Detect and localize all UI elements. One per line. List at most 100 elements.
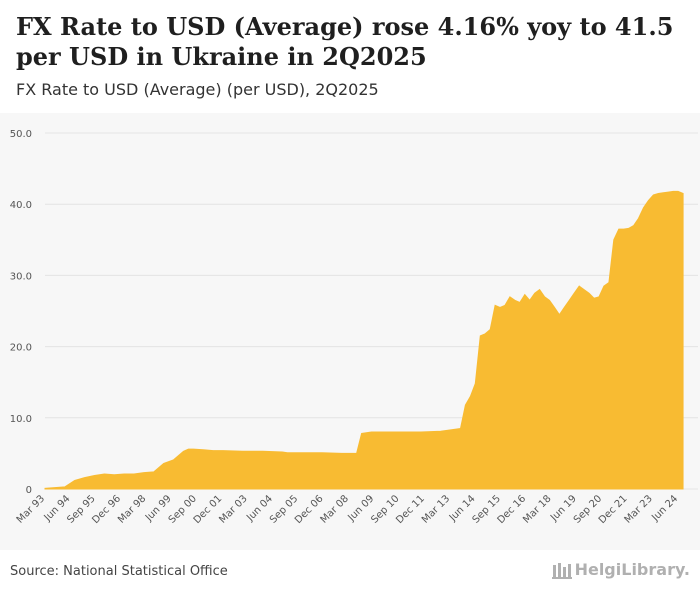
data-point (262, 450, 264, 452)
data-point (529, 299, 531, 301)
data-point (662, 192, 664, 194)
data-point (628, 227, 630, 229)
data-point (192, 448, 194, 450)
data-point (133, 473, 135, 475)
data-point (361, 433, 363, 435)
data-point (420, 431, 422, 433)
data-point (64, 486, 66, 488)
data-point (94, 475, 96, 477)
data-point (682, 193, 684, 195)
data-point (558, 314, 560, 316)
fx-rate-area (44, 190, 684, 490)
data-point (549, 299, 551, 301)
x-tick-label: Jun 24 (649, 493, 680, 524)
data-point (563, 306, 565, 308)
data-point (187, 448, 189, 450)
data-point (623, 228, 625, 230)
x-tick-label: Mar 18 (521, 493, 553, 525)
data-point (113, 474, 115, 476)
data-point (321, 452, 323, 454)
data-point (460, 428, 462, 430)
data-point (469, 395, 471, 397)
data-point (173, 459, 175, 461)
data-point (524, 294, 526, 296)
data-point (583, 289, 585, 291)
data-point (489, 329, 491, 331)
data-point (123, 473, 125, 475)
data-point (103, 473, 105, 475)
data-point (593, 297, 595, 299)
data-point (202, 449, 204, 451)
data-point (74, 480, 76, 482)
x-tick-label: Mar 23 (623, 493, 655, 525)
data-point (370, 431, 372, 433)
data-point (509, 296, 511, 298)
source-note: Source: National Statistical Office (10, 564, 228, 579)
data-point (212, 450, 214, 452)
data-point (484, 333, 486, 335)
data-point (504, 304, 506, 306)
y-tick-label: 50.0 (10, 129, 32, 140)
x-tick-label: Mar 93 (15, 493, 47, 525)
data-point (183, 450, 185, 452)
data-point (534, 292, 536, 294)
y-tick-label: 20.0 (10, 343, 32, 354)
data-point (598, 296, 600, 298)
x-tick-label: Mar 03 (217, 493, 249, 525)
data-point (667, 191, 669, 193)
data-point (222, 450, 224, 452)
data-point (652, 194, 654, 196)
data-point (672, 190, 674, 192)
data-point (84, 477, 86, 479)
data-point (647, 200, 649, 202)
x-tick-label: Mar 98 (116, 493, 148, 525)
y-tick-label: 0 (26, 485, 32, 496)
data-point (544, 296, 546, 298)
data-point (464, 404, 466, 406)
data-point (494, 304, 496, 306)
data-point (643, 207, 645, 209)
y-tick-label: 40.0 (10, 200, 32, 211)
data-point (514, 299, 516, 301)
data-point (281, 451, 283, 453)
data-point (286, 452, 288, 454)
data-point (568, 299, 570, 301)
x-tick-label: Mar 08 (319, 493, 351, 525)
data-point (633, 225, 635, 227)
data-point (499, 306, 501, 308)
y-tick-label: 10.0 (10, 414, 32, 425)
data-point (608, 282, 610, 284)
data-point (554, 306, 556, 308)
x-tick-label: Mar 13 (420, 493, 452, 525)
data-point (400, 431, 402, 433)
data-point (346, 452, 348, 454)
chart-subtitle: FX Rate to USD (Average) (per USD), 2Q20… (16, 80, 379, 99)
data-point (519, 302, 521, 304)
data-point (588, 292, 590, 294)
data-point (539, 289, 541, 291)
data-point (163, 462, 165, 464)
library-icon (551, 562, 572, 579)
y-tick-label: 30.0 (10, 271, 32, 282)
data-point (613, 239, 615, 241)
data-point (677, 190, 679, 192)
data-point (578, 285, 580, 287)
brand-text: HelgiLibrary. (574, 560, 690, 579)
data-point (356, 452, 358, 454)
data-point (479, 335, 481, 337)
data-point (603, 285, 605, 287)
data-point (341, 452, 343, 454)
data-point (153, 471, 155, 473)
data-point (657, 193, 659, 195)
data-point (638, 217, 640, 219)
data-point (242, 450, 244, 452)
data-point (440, 430, 442, 432)
data-point (301, 452, 303, 454)
chart-title: FX Rate to USD (Average) rose 4.16% yoy … (16, 12, 674, 71)
data-point (618, 228, 620, 230)
data-point (44, 487, 46, 489)
data-point (474, 383, 476, 385)
brand-logo: HelgiLibrary. (551, 560, 690, 579)
data-point (573, 292, 575, 294)
